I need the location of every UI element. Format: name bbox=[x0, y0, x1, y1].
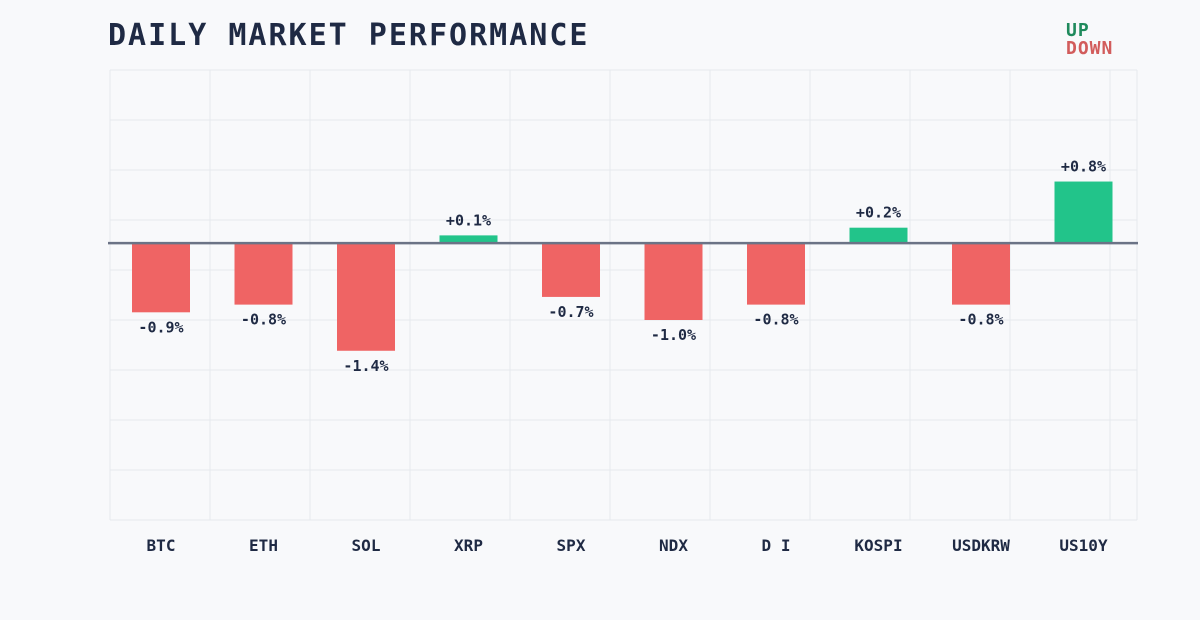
x-tick-label: SOL bbox=[352, 536, 381, 555]
x-tick-label: KOSPI bbox=[854, 536, 902, 555]
x-tick-label: US10Y bbox=[1059, 536, 1108, 555]
data-label: +0.1% bbox=[446, 211, 491, 229]
bar-usdkrw bbox=[952, 243, 1010, 305]
bar-spx bbox=[542, 243, 600, 297]
x-tick-label: USDKRW bbox=[952, 536, 1010, 555]
bar-ndx bbox=[644, 243, 703, 320]
x-tick-label: NDX bbox=[659, 536, 688, 555]
x-tick-label: D I bbox=[762, 536, 791, 555]
data-label: -1.0% bbox=[651, 326, 696, 344]
data-label: -0.8% bbox=[753, 311, 798, 329]
chart-legend: UP DOWN bbox=[1066, 22, 1113, 58]
x-tick-label: BTC bbox=[147, 536, 176, 555]
data-label: -0.8% bbox=[958, 311, 1003, 329]
chart-title: DAILY MARKET PERFORMANCE bbox=[108, 18, 590, 53]
data-label: +0.2% bbox=[856, 204, 901, 222]
data-labels: -0.9% -0.8% -1.4% +0.1% -0.7% -1.0% -0.8% +0.2%… bbox=[138, 158, 1106, 375]
bar-kospi bbox=[849, 227, 908, 244]
x-tick-labels: BTC ETH SOL XRP SPX NDX D I KOSPI USDKRW US10Y bbox=[147, 536, 1108, 555]
x-tick-label: SPX bbox=[557, 536, 586, 555]
data-label: -0.7% bbox=[548, 303, 593, 321]
bars bbox=[132, 181, 1113, 351]
bar-btc bbox=[132, 243, 190, 313]
bar-us10y bbox=[1054, 181, 1113, 244]
x-tick-label: ETH bbox=[249, 536, 278, 555]
bar-eth bbox=[234, 243, 293, 305]
x-tick-label: XRP bbox=[454, 536, 483, 555]
bar-d-i bbox=[747, 243, 805, 305]
data-label: -1.4% bbox=[343, 357, 388, 375]
legend-up: UP bbox=[1066, 20, 1090, 41]
bar-sol bbox=[337, 243, 395, 351]
data-label: -0.9% bbox=[138, 318, 183, 336]
legend-down: DOWN bbox=[1066, 38, 1114, 59]
bar-xrp bbox=[439, 235, 498, 244]
data-label: -0.8% bbox=[241, 311, 286, 329]
data-label: +0.8% bbox=[1061, 158, 1106, 176]
